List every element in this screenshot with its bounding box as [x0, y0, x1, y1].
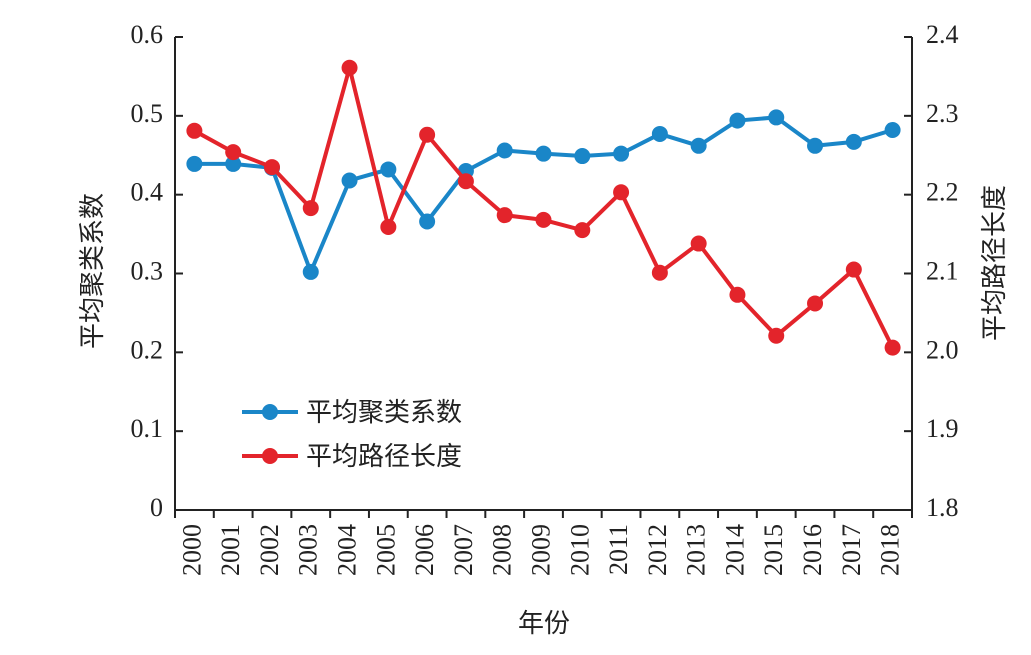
data-point-clustering — [884, 122, 901, 139]
right-axis-ticks: 1.8 1.9 2.0 2.1 2.2 2.3 2.4 — [904, 20, 959, 522]
series-path-length — [186, 59, 901, 356]
x-tick-label: 2000 — [177, 524, 206, 576]
x-tick-label: 2014 — [720, 524, 749, 576]
data-point-path-length — [341, 59, 358, 76]
x-tick-label: 2016 — [798, 524, 827, 576]
legend-marker-path-length — [262, 448, 278, 464]
x-tick-label: 2002 — [255, 524, 284, 576]
data-point-path-length — [457, 173, 474, 190]
x-tick-label: 2011 — [604, 524, 633, 575]
data-point-clustering — [535, 145, 552, 162]
right-tick-label: 2.2 — [926, 178, 959, 207]
x-tick-label: 2009 — [526, 524, 555, 576]
x-axis-ticks: 2000 2001 2002 2003 2004 2005 2006 2007 2008 2009… — [174, 510, 913, 576]
data-point-clustering — [574, 148, 591, 165]
data-point-clustering — [380, 161, 397, 178]
data-point-clustering — [690, 137, 707, 154]
x-tick-label: 2005 — [371, 524, 400, 576]
x-tick-label: 2018 — [876, 524, 905, 576]
data-point-path-length — [729, 286, 746, 303]
data-point-path-length — [496, 207, 513, 224]
y-axis-right-title: 平均路径长度 — [980, 185, 1009, 341]
data-point-path-length — [884, 339, 901, 356]
data-point-path-length — [768, 327, 785, 344]
x-axis-title: 年份 — [518, 609, 570, 638]
right-tick-label: 2.4 — [926, 20, 959, 49]
data-point-clustering — [807, 137, 824, 154]
data-point-clustering — [729, 112, 746, 129]
data-point-clustering — [419, 213, 436, 230]
x-tick-label: 2012 — [643, 524, 672, 576]
legend-label-path-length: 平均路径长度 — [306, 442, 462, 471]
x-tick-label: 2008 — [488, 524, 517, 576]
data-point-path-length — [807, 295, 824, 312]
left-axis-ticks: 0 0.1 0.2 0.3 0.4 0.5 0.6 — [131, 20, 183, 522]
data-point-path-length — [690, 235, 707, 252]
data-point-clustering — [302, 263, 319, 280]
right-tick-label: 1.8 — [926, 493, 959, 522]
left-tick-label: 0.4 — [131, 178, 164, 207]
x-tick-label: 2004 — [333, 524, 362, 576]
data-point-path-length — [380, 218, 397, 235]
data-point-clustering — [341, 172, 358, 189]
data-point-clustering — [225, 155, 242, 172]
x-tick-label: 2017 — [837, 524, 866, 576]
legend-item-clustering: 平均聚类系数 — [242, 398, 462, 427]
legend-item-path-length: 平均路径长度 — [242, 442, 462, 471]
x-tick-label: 2003 — [294, 524, 323, 576]
data-point-path-length — [225, 144, 242, 161]
data-point-clustering — [845, 133, 862, 150]
data-point-path-length — [263, 159, 280, 176]
data-point-clustering — [496, 142, 513, 159]
left-tick-label: 0.3 — [131, 256, 164, 285]
left-tick-label: 0.1 — [131, 414, 164, 443]
right-tick-label: 2.1 — [926, 256, 959, 285]
series-clustering — [186, 109, 901, 280]
data-point-clustering — [768, 109, 785, 126]
data-point-path-length — [574, 222, 591, 239]
data-point-path-length — [302, 200, 319, 217]
x-tick-label: 2006 — [410, 524, 439, 576]
data-point-path-length — [651, 264, 668, 281]
x-tick-label: 2001 — [216, 524, 245, 576]
left-tick-label: 0.2 — [131, 335, 164, 364]
x-tick-label: 2015 — [759, 524, 788, 576]
left-tick-label: 0.6 — [131, 20, 164, 49]
legend-label-clustering: 平均聚类系数 — [306, 398, 462, 427]
data-point-path-length — [186, 122, 203, 139]
data-point-clustering — [651, 125, 668, 142]
x-tick-label: 2010 — [565, 524, 594, 576]
data-point-path-length — [535, 211, 552, 228]
left-tick-label: 0 — [150, 493, 163, 522]
right-tick-label: 2.3 — [926, 99, 959, 128]
right-tick-label: 2.0 — [926, 335, 959, 364]
data-point-path-length — [613, 184, 630, 201]
x-tick-label: 2013 — [682, 524, 711, 576]
x-tick-label: 2007 — [449, 524, 478, 576]
legend-marker-clustering — [262, 404, 278, 420]
data-point-clustering — [186, 155, 203, 172]
chart-axes — [174, 37, 913, 511]
series-line-path-length — [193, 65, 895, 349]
right-tick-label: 1.9 — [926, 414, 959, 443]
y-axis-left-title: 平均聚类系数 — [78, 193, 107, 349]
series-layer — [186, 59, 901, 356]
left-tick-label: 0.5 — [131, 99, 164, 128]
legend: 平均聚类系数 平均路径长度 — [242, 398, 462, 471]
data-point-clustering — [613, 145, 630, 162]
data-point-path-length — [419, 126, 436, 143]
data-point-path-length — [845, 261, 862, 278]
